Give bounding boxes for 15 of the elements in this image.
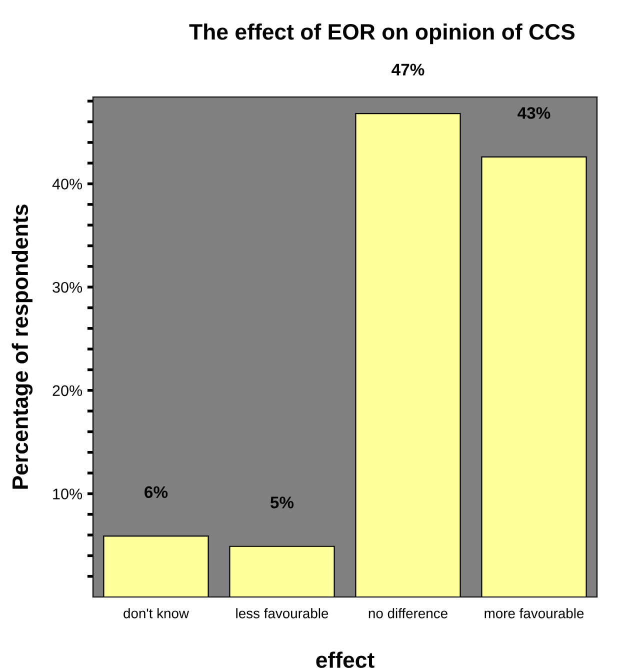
data-label: 43% bbox=[518, 107, 550, 119]
x-axis-title: effect bbox=[316, 652, 374, 668]
y-tick-label: 30% bbox=[52, 282, 82, 293]
data-label: 5% bbox=[270, 496, 294, 508]
x-tick-label: more favourable bbox=[484, 608, 584, 618]
data-label: 6% bbox=[144, 486, 168, 498]
x-tick-label: no difference bbox=[368, 608, 448, 618]
y-axis-title: Percentage of respondents bbox=[12, 204, 33, 489]
data-label: 47% bbox=[392, 64, 424, 76]
x-tick-label: don't know bbox=[124, 608, 190, 618]
chart-title: The effect of EOR on opinion of CCS bbox=[189, 23, 575, 44]
y-tick-label: 20% bbox=[52, 385, 82, 396]
y-tick-label: 10% bbox=[53, 488, 82, 500]
y-tick-label: 40% bbox=[52, 178, 82, 190]
x-tick-label: less favourable bbox=[236, 608, 328, 618]
